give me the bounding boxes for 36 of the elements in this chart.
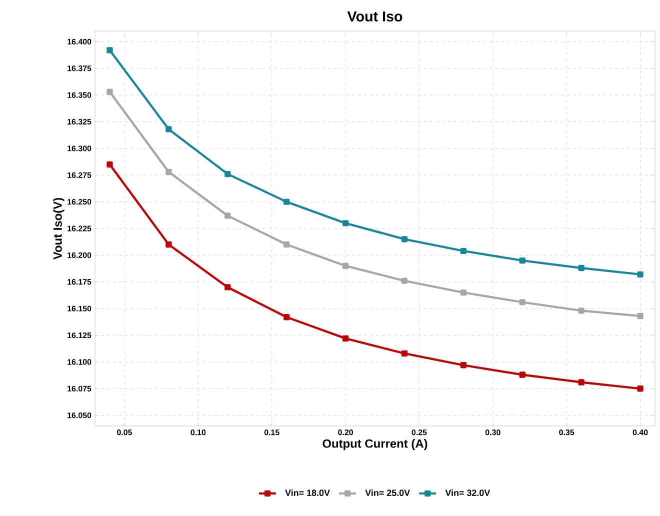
point xyxy=(283,198,290,205)
point xyxy=(460,248,467,254)
chart-title: Vout Iso xyxy=(347,11,402,22)
point xyxy=(283,241,290,248)
point xyxy=(578,379,584,386)
legend-label: Vin= 32.0V xyxy=(445,489,490,496)
legend-label: Vin= 25.0V xyxy=(365,489,410,496)
point xyxy=(342,220,349,226)
point xyxy=(166,168,172,176)
point xyxy=(224,170,231,178)
point xyxy=(519,372,526,378)
point xyxy=(578,308,584,314)
point xyxy=(578,264,584,272)
point xyxy=(224,212,231,219)
point xyxy=(224,284,231,290)
point xyxy=(519,257,526,264)
point xyxy=(106,47,113,54)
point xyxy=(637,271,644,278)
y-axis-title: Vout Iso(V) xyxy=(53,198,64,260)
legend-label: Vin= 18.0V xyxy=(285,489,330,496)
point xyxy=(637,386,644,392)
point xyxy=(166,126,172,132)
point xyxy=(106,88,113,95)
x-axis-title: Output Current (A) xyxy=(322,439,428,450)
point xyxy=(166,241,172,248)
point xyxy=(342,262,349,269)
point xyxy=(519,299,526,306)
point xyxy=(401,350,408,356)
point xyxy=(106,161,113,168)
point xyxy=(401,278,408,284)
point xyxy=(460,289,467,296)
point xyxy=(637,312,644,320)
point xyxy=(401,236,408,242)
point xyxy=(342,335,349,342)
point xyxy=(283,314,290,320)
point xyxy=(460,362,467,368)
